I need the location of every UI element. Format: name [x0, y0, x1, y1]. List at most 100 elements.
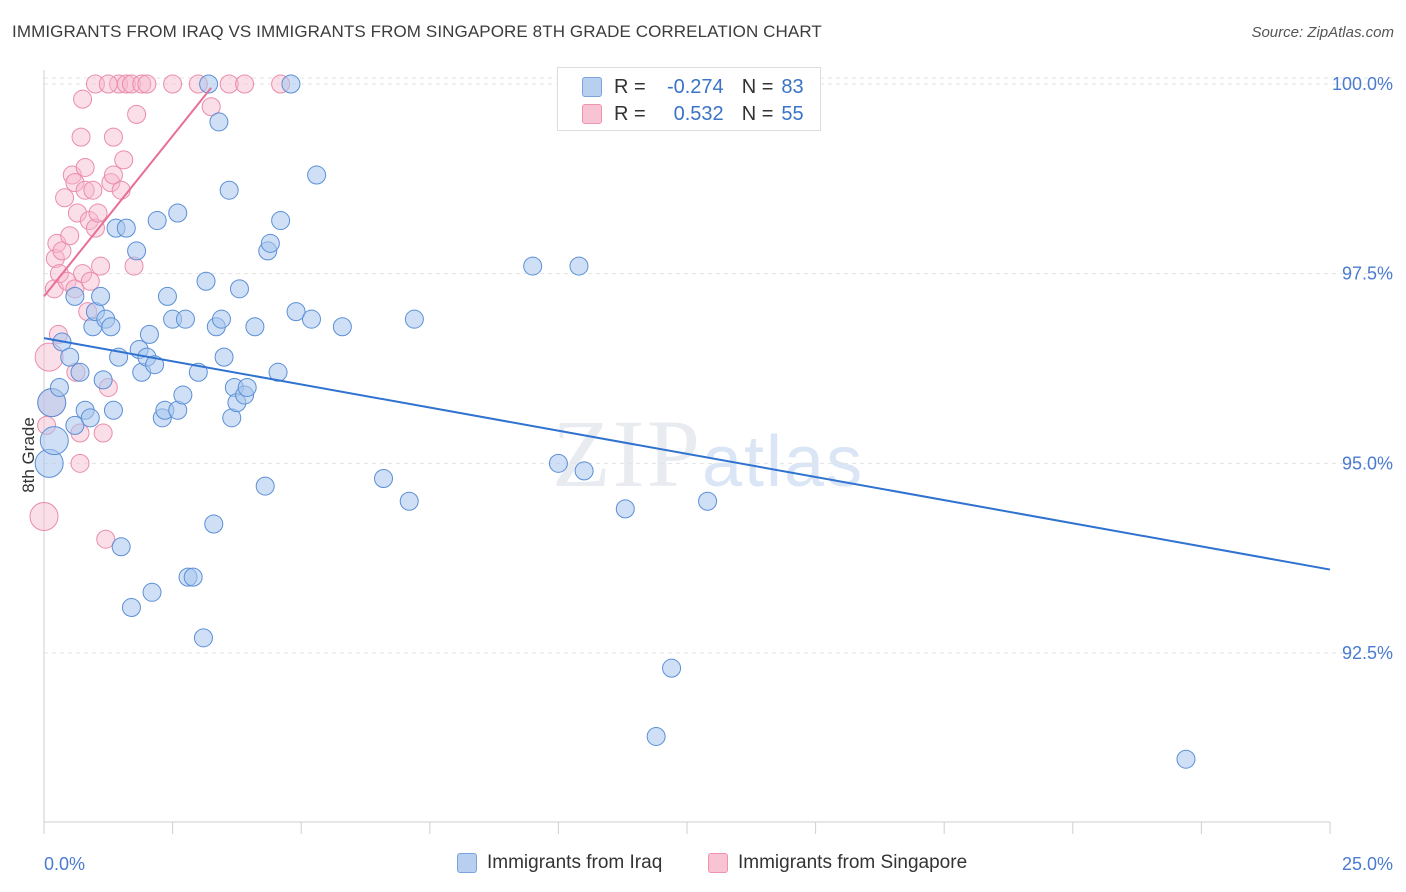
legend-row-iraq: R = -0.274 N = 83 — [582, 74, 804, 100]
iraq-points — [34, 74, 1196, 769]
legend-n-label: N = — [741, 75, 774, 98]
x-tick-label: 0.0% — [44, 854, 85, 874]
iraq-point — [121, 597, 141, 617]
iraq-point — [214, 347, 234, 367]
series-swatch-singapore — [708, 853, 728, 873]
iraq-point — [615, 499, 635, 519]
singapore-point — [75, 157, 95, 177]
iraq-point — [188, 362, 208, 382]
iraq-point — [111, 537, 131, 557]
iraq-point — [93, 370, 113, 390]
iraq-point — [219, 180, 239, 200]
singapore-point — [88, 203, 108, 223]
iraq-point — [646, 726, 666, 746]
legend-swatch-singapore — [582, 104, 602, 124]
y-tick-label: 100.0% — [1332, 74, 1393, 94]
singapore-point — [111, 180, 131, 200]
iraq-point — [142, 582, 162, 602]
singapore-point — [75, 180, 95, 200]
series-legend-singapore: Immigrants from Singapore — [708, 852, 967, 874]
iraq-point — [80, 408, 100, 428]
series-swatch-iraq — [457, 853, 477, 873]
iraq-point — [374, 469, 394, 489]
singapore-point — [83, 180, 103, 200]
legend-r-value-singapore: 0.532 — [673, 102, 724, 125]
singapore-point — [235, 74, 255, 94]
singapore-point — [201, 97, 221, 117]
series-legend-iraq: Immigrants from Iraq — [457, 852, 662, 874]
iraq-trend-line — [43, 337, 1331, 571]
legend-row-singapore: R = 0.532 N = 55 — [582, 101, 804, 127]
iraq-point — [271, 211, 291, 231]
iraq-point — [60, 347, 80, 367]
iraq-point — [65, 286, 85, 306]
iraq-point — [523, 256, 543, 276]
iraq-point — [245, 317, 265, 337]
singapore-point — [52, 241, 72, 261]
iraq-point — [662, 658, 682, 678]
singapore-point — [132, 74, 152, 94]
iraq-point — [116, 218, 136, 238]
legend-r-label: R = — [614, 102, 646, 125]
iraq-point — [157, 286, 177, 306]
singapore-point — [71, 127, 91, 147]
iraq-point — [127, 241, 147, 261]
iraq-point — [49, 377, 69, 397]
iraq-point — [237, 377, 257, 397]
iraq-point — [698, 491, 718, 511]
iraq-point — [173, 385, 193, 405]
singapore-point — [67, 203, 87, 223]
singapore-point — [219, 74, 239, 94]
iraq-point — [91, 286, 111, 306]
legend-n-value-singapore: 55 — [781, 102, 804, 125]
singapore-point — [121, 74, 141, 94]
iraq-point — [147, 211, 167, 231]
iraq-point — [574, 461, 594, 481]
singapore-point — [70, 453, 90, 473]
iraq-point — [101, 317, 121, 337]
series-label-iraq: Immigrants from Iraq — [487, 852, 663, 873]
legend-n-value-iraq: 83 — [781, 75, 804, 98]
singapore-point — [29, 501, 59, 531]
singapore-point — [137, 74, 157, 94]
legend-r-value-iraq: -0.274 — [666, 75, 724, 98]
legend-r-label: R = — [614, 75, 646, 98]
iraq-point — [183, 567, 203, 587]
singapore-point — [98, 74, 118, 94]
iraq-point — [332, 317, 352, 337]
iraq-point — [211, 309, 231, 329]
singapore-point — [73, 89, 93, 109]
singapore-point — [85, 218, 105, 238]
gridlines — [44, 77, 1392, 654]
iraq-point — [175, 309, 195, 329]
singapore-point — [65, 173, 85, 193]
iraq-point — [307, 165, 327, 185]
iraq-point — [404, 309, 424, 329]
correlation-legend: R = -0.274 N = 83 R = 0.532 N = 55 — [557, 67, 821, 131]
singapore-point — [93, 423, 113, 443]
iraq-point — [301, 309, 321, 329]
series-legend: Immigrants from Iraq Immigrants from Sin… — [0, 852, 1406, 878]
iraq-point — [145, 355, 165, 375]
singapore-point — [103, 165, 123, 185]
singapore-point — [55, 188, 75, 208]
singapore-point — [114, 150, 134, 170]
iraq-point — [399, 491, 419, 511]
watermark: ZIPatlas — [552, 398, 864, 509]
x-tick-label: 25.0% — [1342, 854, 1393, 874]
iraq-point — [168, 203, 188, 223]
source-label: Source: ZipAtlas.com — [1251, 24, 1394, 41]
singapore-points — [29, 74, 291, 549]
singapore-point — [91, 256, 111, 276]
singapore-point — [80, 271, 100, 291]
iraq-point — [139, 324, 159, 344]
iraq-point — [268, 362, 288, 382]
singapore-trend-line — [43, 87, 212, 298]
iraq-point — [255, 476, 275, 496]
y-tick-label: 92.5% — [1342, 643, 1393, 663]
iraq-point — [209, 112, 229, 132]
watermark-zip: ZIP — [552, 400, 702, 507]
y-tick-label: 95.0% — [1342, 453, 1393, 473]
singapore-point — [57, 271, 77, 291]
